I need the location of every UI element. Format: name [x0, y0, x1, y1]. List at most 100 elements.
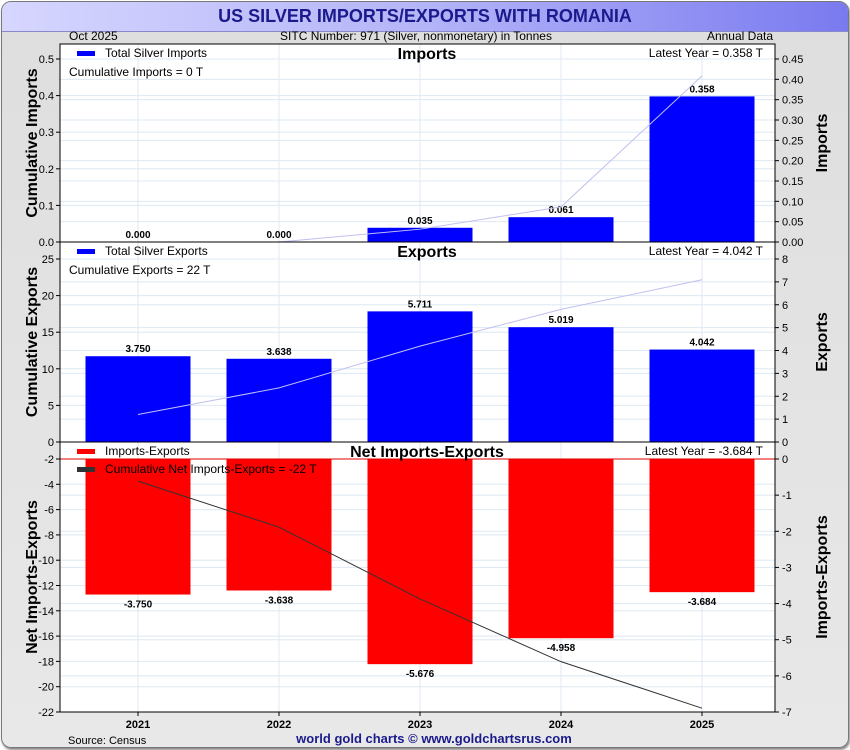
bar-2025 — [649, 96, 755, 242]
panel-title: Imports — [398, 46, 457, 63]
bar-2024 — [508, 327, 614, 442]
tick-label-left: 0.0 — [39, 237, 54, 249]
tick-label-left: -2 — [44, 454, 54, 466]
tick-label-right: 0.00 — [782, 237, 803, 249]
cumulative-line — [137, 480, 703, 709]
data-label-2023: 5.711 — [408, 299, 433, 310]
plot-border-2 — [59, 441, 776, 713]
cumulative-line — [137, 279, 703, 416]
tick-label-right: 7 — [782, 277, 788, 289]
tick-label-left: -6 — [44, 505, 54, 517]
tick-label-right: 0 — [782, 437, 788, 449]
chart-title: US SILVER IMPORTS/EXPORTS WITH ROMANIA — [218, 6, 632, 26]
tick-label-right: 0.20 — [782, 156, 803, 168]
data-label-2023: -5.676 — [406, 669, 435, 680]
tick-label-left: -18 — [38, 656, 54, 668]
tick-label-right: 0.10 — [782, 196, 803, 208]
tick-label-left: -20 — [38, 682, 54, 694]
tick-label-right: 5 — [782, 323, 788, 335]
tick-label-right: 6 — [782, 300, 788, 312]
tick-label-right: -6 — [782, 671, 792, 683]
latest-year-annotation: Latest Year = 0.358 T — [649, 46, 764, 60]
tick-label-left: 15 — [42, 327, 54, 339]
tick-label-right: 4 — [782, 346, 788, 358]
y-axis-label-left: Cumulative Exports — [24, 267, 41, 417]
legend-label: Imports-Exports — [105, 444, 190, 458]
bar-2021 — [85, 356, 191, 442]
bar-2023 — [367, 459, 473, 665]
tick-label-right: 8 — [782, 254, 788, 266]
tick-label-left: 0.1 — [39, 200, 54, 212]
tick-label-left: -22 — [38, 707, 54, 719]
legend-label: Cumulative Net Imports-Exports = -22 T — [105, 462, 317, 476]
x-tick-label-2021: 2021 — [126, 719, 150, 731]
tick-label-left: 5 — [48, 400, 54, 412]
data-label-2025: 4.042 — [689, 338, 714, 349]
data-label-2021: -3.750 — [124, 600, 153, 611]
tick-label-left: 0.4 — [39, 91, 54, 103]
bar-2022 — [226, 459, 332, 591]
tick-label-right: 0.05 — [782, 217, 803, 229]
frequency-label: Annual Data — [707, 29, 773, 43]
bar-2024 — [508, 217, 614, 242]
tick-label-right: 0 — [782, 454, 788, 466]
tick-label-left: 0 — [48, 437, 54, 449]
legend-swatch — [77, 467, 95, 472]
y-axis-label-right: Exports — [814, 312, 831, 372]
legend-swatch — [77, 51, 95, 56]
y-axis-label-right: Imports — [814, 114, 831, 173]
tick-label-right: 0.30 — [782, 115, 803, 127]
tick-label-right: 0.15 — [782, 176, 803, 188]
data-label-2024: 0.061 — [548, 205, 573, 216]
panel-title: Net Imports-Exports — [350, 444, 504, 461]
tick-label-right: 1 — [782, 414, 788, 426]
legend-swatch — [77, 249, 95, 254]
x-tick-label-2024: 2024 — [549, 719, 574, 731]
data-label-2021: 0.000 — [125, 230, 150, 241]
tick-label-right: 2 — [782, 391, 788, 403]
panel-title: Exports — [397, 244, 457, 261]
latest-year-annotation: Latest Year = -3.684 T — [645, 444, 764, 458]
cumulative-annotation: Cumulative Imports = 0 T — [69, 65, 204, 79]
data-label-2023: 0.035 — [407, 216, 432, 227]
bar-2025 — [649, 459, 755, 593]
y-axis-label-left: Net Imports-Exports — [24, 500, 41, 654]
tick-label-left: 10 — [42, 364, 54, 376]
tick-label-right: 0.35 — [782, 95, 803, 107]
tick-label-left: 0.2 — [39, 164, 54, 176]
data-label-2025: 0.358 — [689, 84, 714, 95]
data-label-2025: -3.684 — [688, 597, 717, 608]
bar-2024 — [508, 459, 614, 639]
data-label-2024: -4.958 — [547, 643, 576, 654]
tick-label-right: 3 — [782, 368, 788, 380]
title-bar: US SILVER IMPORTS/EXPORTS WITH ROMANIA — [2, 2, 848, 32]
bar-2023 — [367, 311, 473, 442]
legend-label: Total Silver Exports — [105, 244, 208, 258]
tick-label-right: -1 — [782, 490, 792, 502]
latest-year-annotation: Latest Year = 4.042 T — [649, 244, 764, 258]
tick-label-left: 0.3 — [39, 127, 54, 139]
tick-label-left: -8 — [44, 530, 54, 542]
tick-label-left: 0.5 — [39, 54, 54, 66]
legend-swatch — [77, 449, 95, 454]
subtitle-label: SITC Number: 971 (Silver, nonmonetary) i… — [280, 29, 552, 43]
cumulative-line — [278, 75, 703, 243]
tick-label-left: 25 — [42, 254, 54, 266]
y-axis-label-right: Imports-Exports — [814, 515, 831, 639]
x-tick-label-2023: 2023 — [408, 719, 432, 731]
tick-label-right: -2 — [782, 526, 792, 538]
y-axis-label-left: Cumulative Imports — [24, 68, 41, 217]
bar-2021 — [85, 459, 191, 595]
source-label: Source: Census — [68, 735, 147, 747]
x-tick-label-2022: 2022 — [267, 719, 291, 731]
tick-label-left: -4 — [44, 479, 54, 491]
tick-label-right: -4 — [782, 599, 792, 611]
credit-label: world gold charts © www.goldchartsrus.co… — [295, 731, 572, 746]
tick-label-left: -10 — [38, 555, 54, 567]
tick-label-left: -16 — [38, 631, 54, 643]
data-label-2022: 3.638 — [266, 347, 291, 358]
tick-label-left: -14 — [38, 606, 54, 618]
tick-label-right: 0.45 — [782, 54, 803, 66]
tick-label-right: -7 — [782, 707, 792, 719]
